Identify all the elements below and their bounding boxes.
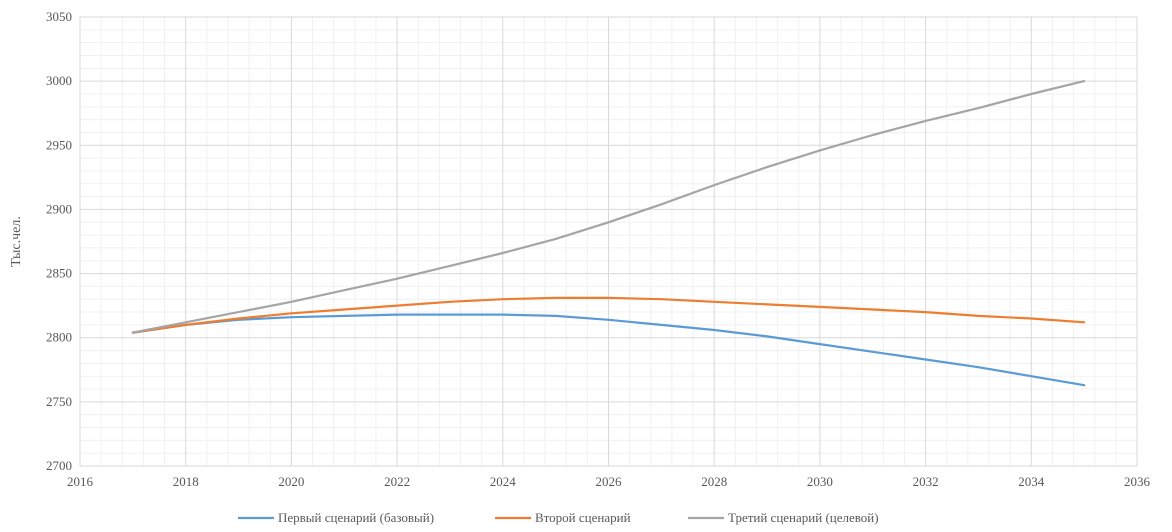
- series-line-1: [131, 313, 1086, 387]
- x-tick-label: 2020: [278, 474, 304, 489]
- y-tick-label: 2900: [46, 201, 72, 216]
- legend-label-3: Третий сценарий (целевой): [728, 510, 879, 525]
- x-tick-label: 2032: [913, 474, 939, 489]
- x-axis-tick-labels: 2016 2018 2020 2022 2024 2026 2028 2030 2032 2034…: [67, 474, 1151, 489]
- y-tick-label: 2750: [46, 394, 72, 409]
- y-tick-label: 3000: [46, 73, 72, 88]
- legend: Первый сценарий (базовый) Второй сценарий…: [238, 510, 879, 525]
- y-axis-tick-labels: 2700 2750 2800 2850 2900 2950 3000 3050: [46, 9, 72, 473]
- y-tick-label: 2800: [46, 330, 72, 345]
- y-tick-label: 3050: [46, 9, 72, 24]
- y-tick-label: 2700: [46, 458, 72, 473]
- legend-label-1: Первый сценарий (базовый): [278, 510, 434, 525]
- x-tick-label: 2028: [701, 474, 727, 489]
- x-tick-label: 2018: [173, 474, 199, 489]
- x-tick-label: 2026: [596, 474, 623, 489]
- legend-label-2: Второй сценарий: [535, 510, 631, 525]
- series-line-2: [131, 296, 1086, 334]
- y-tick-label: 2950: [46, 137, 72, 152]
- y-axis-title: Тыс.чел.: [9, 216, 24, 267]
- y-tick-label: 2850: [46, 266, 72, 281]
- x-tick-label: 2022: [384, 474, 410, 489]
- series-line-3: [131, 79, 1086, 334]
- x-tick-label: 2024: [490, 474, 517, 489]
- x-tick-label: 2030: [807, 474, 833, 489]
- series-lines: [131, 79, 1086, 387]
- x-tick-label: 2036: [1124, 474, 1151, 489]
- plot-area-border: [79, 16, 1138, 467]
- major-gridlines: [79, 16, 1138, 467]
- x-tick-label: 2016: [67, 474, 94, 489]
- x-tick-label: 2034: [1018, 474, 1045, 489]
